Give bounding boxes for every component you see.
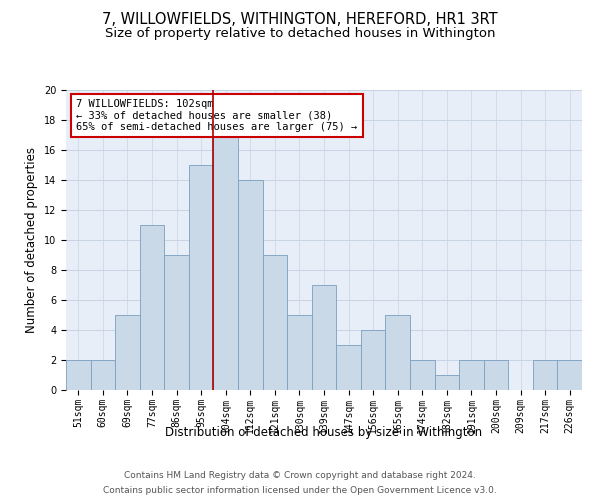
Bar	[238, 180, 263, 390]
Text: Distribution of detached houses by size in Withington: Distribution of detached houses by size …	[166, 426, 482, 439]
Text: 7, WILLOWFIELDS, WITHINGTON, HEREFORD, HR1 3RT: 7, WILLOWFIELDS, WITHINGTON, HEREFORD, H…	[102, 12, 498, 28]
Bar	[361, 330, 385, 390]
Bar	[287, 315, 312, 390]
Bar	[91, 360, 115, 390]
Bar	[66, 360, 91, 390]
Bar	[434, 375, 459, 390]
Text: Contains HM Land Registry data © Crown copyright and database right 2024.: Contains HM Land Registry data © Crown c…	[124, 471, 476, 480]
Bar	[336, 345, 361, 390]
Bar	[164, 255, 189, 390]
Bar	[214, 135, 238, 390]
Text: 7 WILLOWFIELDS: 102sqm
← 33% of detached houses are smaller (38)
65% of semi-det: 7 WILLOWFIELDS: 102sqm ← 33% of detached…	[76, 99, 358, 132]
Bar	[459, 360, 484, 390]
Bar	[484, 360, 508, 390]
Bar	[189, 165, 214, 390]
Bar	[263, 255, 287, 390]
Y-axis label: Number of detached properties: Number of detached properties	[25, 147, 38, 333]
Bar	[115, 315, 140, 390]
Text: Contains public sector information licensed under the Open Government Licence v3: Contains public sector information licen…	[103, 486, 497, 495]
Text: Size of property relative to detached houses in Withington: Size of property relative to detached ho…	[105, 28, 495, 40]
Bar	[533, 360, 557, 390]
Bar	[140, 225, 164, 390]
Bar	[410, 360, 434, 390]
Bar	[312, 285, 336, 390]
Bar	[385, 315, 410, 390]
Bar	[557, 360, 582, 390]
